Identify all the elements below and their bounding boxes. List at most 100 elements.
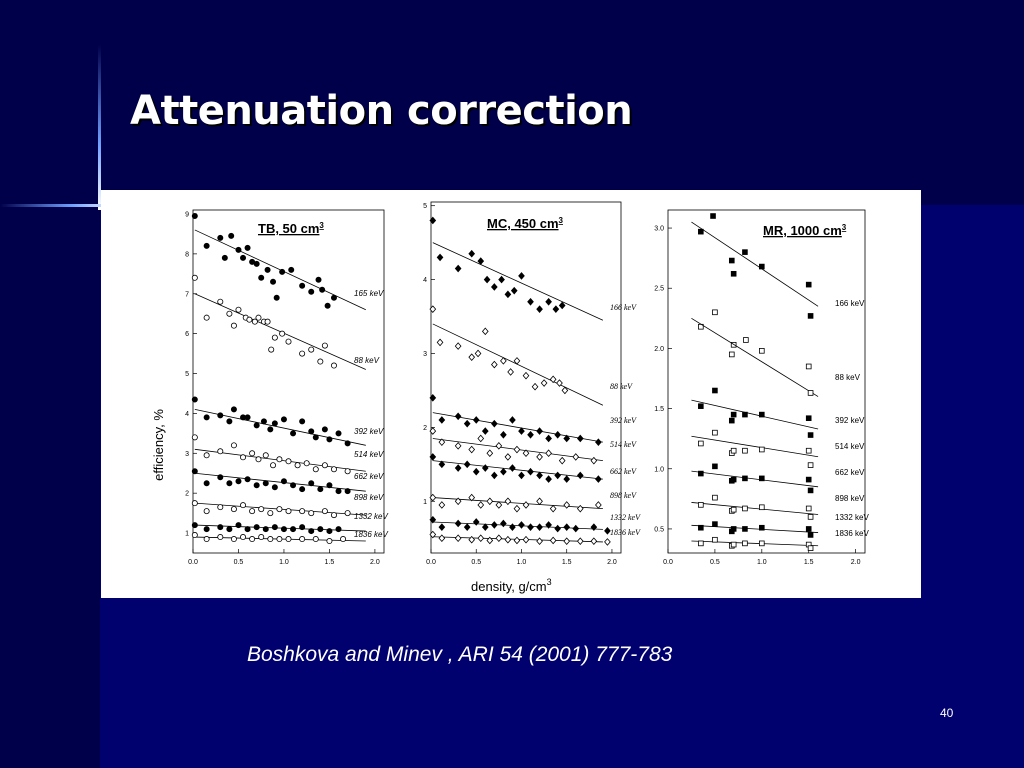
data-point xyxy=(253,422,260,429)
data-point xyxy=(730,270,737,277)
x-axis-label-sup: 3 xyxy=(547,577,552,587)
data-point xyxy=(260,418,267,425)
data-point xyxy=(712,309,718,316)
data-point xyxy=(315,276,322,283)
data-point xyxy=(604,538,611,546)
accent-horizontal-line xyxy=(0,204,120,207)
data-point xyxy=(276,456,283,463)
data-point xyxy=(759,446,765,453)
data-point xyxy=(258,506,265,513)
data-point xyxy=(554,430,561,439)
data-point xyxy=(454,497,462,506)
data-point xyxy=(477,434,485,443)
fit-line xyxy=(691,470,819,488)
data-point xyxy=(249,536,256,543)
y-tick-label: 1 xyxy=(423,499,427,506)
data-point xyxy=(429,394,437,402)
data-point xyxy=(518,272,525,280)
data-point xyxy=(563,537,571,545)
fit-line xyxy=(432,497,603,510)
data-point xyxy=(429,216,437,225)
data-point xyxy=(226,526,233,533)
data-point xyxy=(491,360,498,369)
data-point xyxy=(495,501,503,509)
x-tick-label: 1.0 xyxy=(517,559,527,566)
data-point xyxy=(454,342,462,350)
data-point xyxy=(230,442,237,449)
fit-line xyxy=(691,221,819,307)
data-point xyxy=(527,297,534,306)
data-point xyxy=(226,310,233,317)
data-point xyxy=(217,234,224,241)
data-point xyxy=(563,501,571,509)
fit-line xyxy=(691,502,819,515)
data-point xyxy=(545,449,552,458)
data-point xyxy=(429,515,437,524)
data-point xyxy=(308,346,315,353)
data-point xyxy=(518,521,525,529)
citation: Boshkova and Minev , ARI 54 (2001) 777-7… xyxy=(247,643,673,666)
data-point xyxy=(759,411,765,418)
data-point xyxy=(481,327,489,336)
data-point xyxy=(742,505,748,512)
data-point xyxy=(513,536,521,545)
data-point xyxy=(262,526,269,533)
data-point xyxy=(203,508,210,515)
data-point xyxy=(279,330,286,337)
data-point xyxy=(191,522,198,529)
data-point xyxy=(468,353,476,361)
plot-frame xyxy=(667,209,866,554)
data-point xyxy=(203,526,210,533)
data-point xyxy=(280,416,287,423)
series-label: 165 keV xyxy=(354,289,384,298)
data-point xyxy=(321,342,328,349)
panel-title-text: TB, 50 cm xyxy=(258,221,319,236)
data-point xyxy=(518,427,525,435)
panel-title-text: MC, 450 cm xyxy=(487,216,559,231)
data-point xyxy=(712,463,718,470)
data-point xyxy=(312,536,319,543)
data-point xyxy=(698,524,704,531)
data-point xyxy=(472,518,480,526)
data-point xyxy=(698,470,704,477)
data-point xyxy=(235,306,242,313)
data-point xyxy=(438,523,446,531)
series-label: 662 keV xyxy=(354,472,384,481)
data-point xyxy=(483,275,491,284)
y-tick-label: 2.5 xyxy=(654,286,664,293)
data-point xyxy=(698,228,704,235)
y-tick-label: 2 xyxy=(185,491,189,498)
data-point xyxy=(759,504,765,511)
fit-line xyxy=(432,460,603,480)
data-point xyxy=(563,434,571,443)
x-tick-label: 2.0 xyxy=(851,559,861,566)
data-point xyxy=(299,350,306,357)
data-point xyxy=(807,390,814,396)
data-point xyxy=(191,434,198,441)
y-tick-label: 4 xyxy=(185,411,189,418)
data-point xyxy=(805,505,812,512)
data-point xyxy=(527,467,534,476)
data-point xyxy=(522,535,530,544)
data-point xyxy=(429,453,437,461)
data-point xyxy=(203,536,210,543)
data-point xyxy=(270,462,277,469)
y-tick-label: 1.5 xyxy=(654,406,664,413)
data-point xyxy=(191,396,198,403)
data-point xyxy=(268,346,275,353)
data-point xyxy=(504,290,512,299)
x-tick-label: 1.0 xyxy=(757,559,767,566)
data-point xyxy=(454,519,462,528)
data-point xyxy=(335,430,342,437)
data-point xyxy=(312,434,319,441)
data-point xyxy=(712,494,718,501)
data-point xyxy=(805,415,812,422)
data-point xyxy=(759,524,765,531)
data-point xyxy=(326,528,333,535)
data-point xyxy=(698,403,704,409)
data-point xyxy=(235,522,242,529)
fit-line xyxy=(432,242,604,321)
series-label: 392 keV xyxy=(609,416,637,425)
series-label: 1836 keV xyxy=(610,528,641,537)
data-point xyxy=(495,442,503,450)
